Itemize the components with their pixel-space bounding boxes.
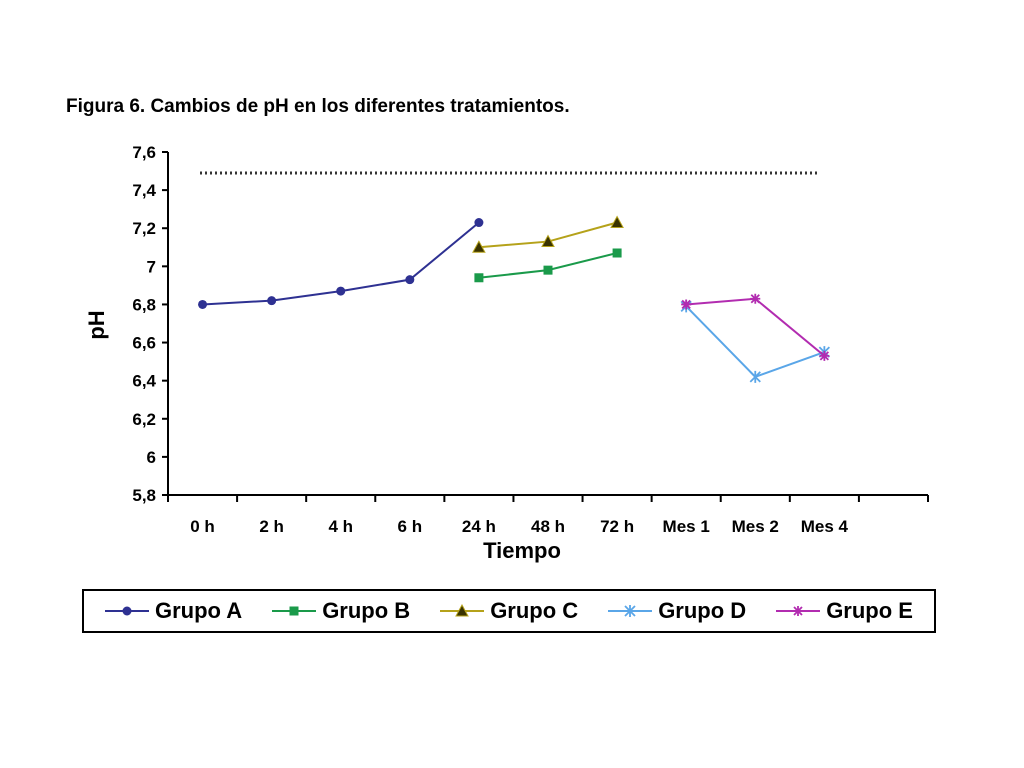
x-tick-label: Mes 1 (663, 517, 710, 536)
data-point (122, 606, 132, 616)
data-point (541, 234, 555, 248)
series-grupo-b (474, 248, 622, 283)
legend-swatch (776, 606, 821, 616)
data-point (681, 299, 692, 310)
data-point (474, 218, 484, 228)
legend-item: Grupo A (105, 598, 242, 624)
x-tick-label: 48 h (531, 517, 565, 536)
data-point (455, 604, 470, 617)
legend-item: Grupo B (272, 598, 410, 624)
data-point (267, 296, 277, 306)
legend-label: Grupo B (322, 598, 411, 623)
data-point (624, 605, 636, 617)
legend-swatch (440, 604, 485, 617)
legend-label: Grupo E (826, 598, 913, 623)
data-point (198, 299, 208, 309)
legend-label: Grupo A (155, 598, 243, 623)
y-tick-label: 5,8 (132, 486, 156, 505)
legend-swatch (105, 606, 149, 616)
x-tick-label: 72 h (600, 517, 634, 536)
data-point (474, 273, 484, 283)
series-line (685, 305, 825, 379)
legend-item: Grupo C (440, 598, 578, 624)
data-point (610, 215, 624, 229)
x-tick-label: Mes 2 (732, 517, 779, 536)
x-tick-label: 4 h (328, 517, 353, 536)
data-point (336, 286, 346, 296)
figure-caption: Figura 6. Cambios de pH en los diferente… (66, 96, 570, 117)
x-tick-label: 0 h (190, 517, 215, 536)
legend-label: Grupo C (490, 598, 579, 623)
data-point (289, 606, 299, 616)
y-tick-label: 6,6 (132, 334, 156, 353)
y-axis-title: pH (84, 310, 109, 339)
y-tick-label: 7 (147, 257, 156, 276)
legend-label: Grupo D (658, 598, 747, 623)
data-point (750, 293, 761, 304)
y-tick-label: 6,2 (132, 410, 156, 429)
series-grupo-e (681, 293, 830, 361)
y-tick-label: 7,6 (132, 143, 156, 162)
x-tick-label: 2 h (259, 517, 284, 536)
legend-swatch (608, 605, 653, 617)
chart-axes: 7,6 7,4 7,2 7 6,8 6,6 6,4 6,2 6 5,8 0 h 2 h 4 h 6 h 24… (132, 143, 929, 536)
x-axis-title: Tiempo (483, 538, 561, 563)
data-point (612, 248, 622, 258)
data-point (405, 275, 415, 285)
series-grupo-c (472, 215, 624, 253)
series-grupo-a (198, 218, 484, 309)
x-tick-label: Mes 4 (801, 517, 849, 536)
legend-item: Grupo D (608, 598, 746, 624)
data-point (819, 350, 830, 361)
y-tick-label: 6 (147, 448, 156, 467)
x-tick-label: 24 h (462, 517, 496, 536)
y-tick-label: 7,2 (132, 219, 156, 238)
legend-item: Grupo E (776, 598, 913, 624)
data-point (793, 606, 804, 616)
y-tick-label: 6,4 (132, 372, 156, 391)
data-point (472, 240, 486, 253)
legend-swatch (272, 606, 317, 616)
data-point (543, 265, 553, 275)
y-tick-label: 6,8 (132, 295, 156, 314)
x-tick-label: 6 h (398, 517, 423, 536)
data-point (749, 370, 761, 383)
chart-legend: Grupo A Grupo B Grupo C Grupo D Grupo E (82, 589, 936, 633)
ph-line-chart: 7,6 7,4 7,2 7 6,8 6,6 6,4 6,2 6 5,8 0 h 2 h 4 h 6 h 24… (84, 143, 929, 563)
y-tick-label: 7,4 (132, 181, 156, 200)
series-layer (198, 215, 831, 383)
